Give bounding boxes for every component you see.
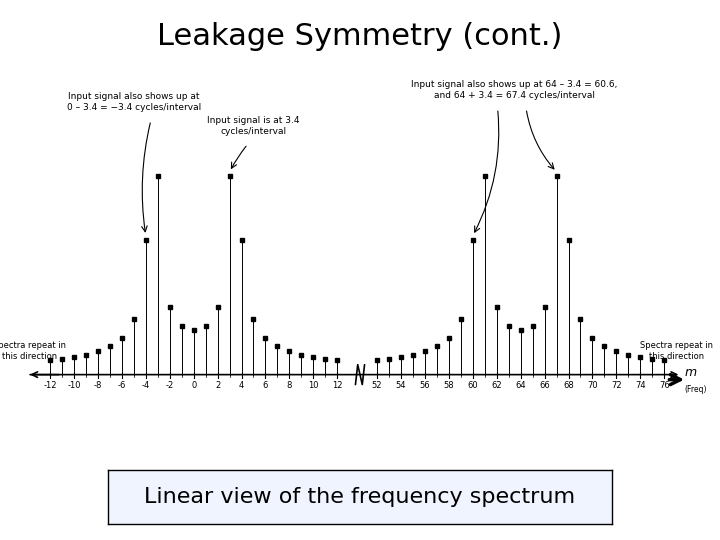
Text: -2: -2 [166,381,174,389]
Text: 0: 0 [191,381,197,389]
Text: 62: 62 [492,381,502,389]
Text: -4: -4 [142,381,150,389]
Text: -10: -10 [67,381,81,389]
Text: 2: 2 [215,381,220,389]
Text: Input signal is at 3.4
cycles/interval: Input signal is at 3.4 cycles/interval [207,116,300,136]
Text: 70: 70 [587,381,598,389]
Text: m: m [685,366,697,379]
Text: Linear view of the frequency spectrum: Linear view of the frequency spectrum [145,487,575,507]
Text: 60: 60 [467,381,478,389]
Text: -8: -8 [94,381,102,389]
Text: 66: 66 [539,381,550,389]
Text: -6: -6 [117,381,126,389]
Text: 4: 4 [239,381,244,389]
Text: 64: 64 [516,381,526,389]
Text: 12: 12 [332,381,343,389]
Text: Input signal also shows up at
0 – 3.4 = −3.4 cycles/interval: Input signal also shows up at 0 – 3.4 = … [67,92,201,112]
Text: 10: 10 [308,381,318,389]
Text: 58: 58 [444,381,454,389]
Text: Spectra repeat in
this direction: Spectra repeat in this direction [0,341,66,361]
Text: 8: 8 [287,381,292,389]
Text: 74: 74 [635,381,646,389]
Text: 72: 72 [611,381,621,389]
Text: Leakage Symmetry (cont.): Leakage Symmetry (cont.) [157,22,563,51]
Text: Spectra repeat in
this direction: Spectra repeat in this direction [640,341,714,361]
Text: 68: 68 [563,381,574,389]
Text: Input signal also shows up at 64 – 3.4 = 60.6,
and 64 + 3.4 = 67.4 cycles/interv: Input signal also shows up at 64 – 3.4 =… [412,80,618,100]
Text: (Freq): (Freq) [685,384,707,394]
Text: 54: 54 [396,381,406,389]
Text: -12: -12 [43,381,57,389]
Text: 76: 76 [659,381,670,389]
Text: 52: 52 [372,381,382,389]
Text: 6: 6 [263,381,268,389]
Text: 56: 56 [420,381,431,389]
